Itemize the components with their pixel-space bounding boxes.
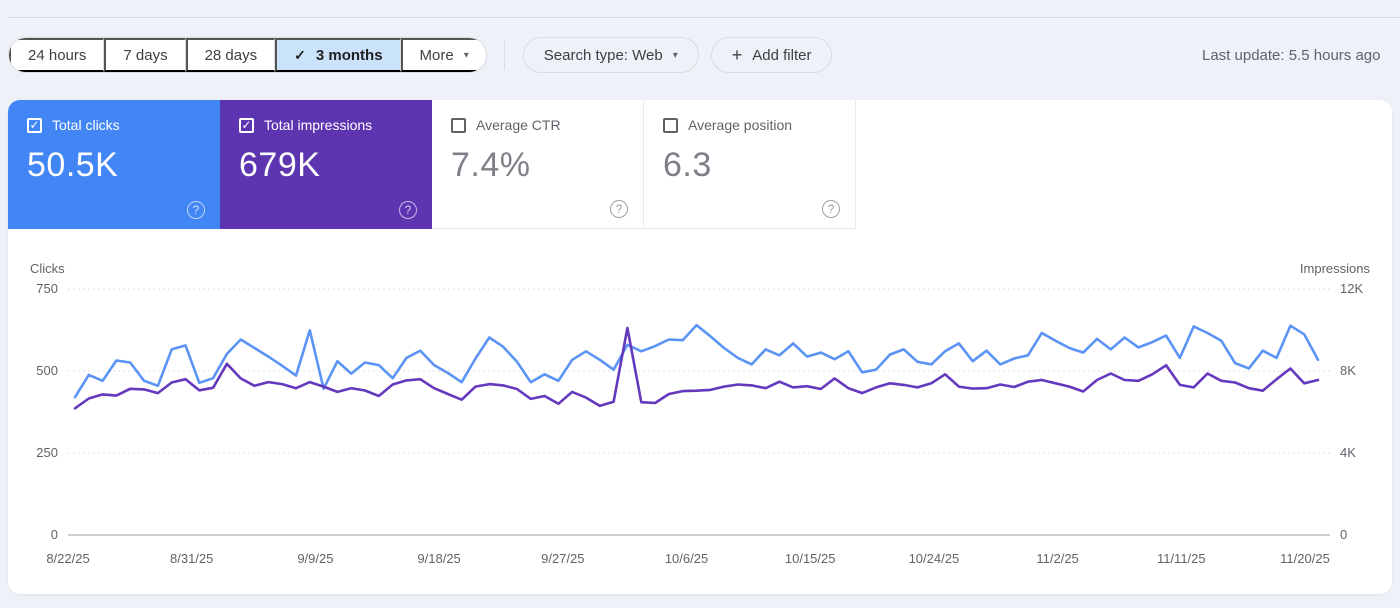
date-range-more-button[interactable]: More ▾	[400, 38, 486, 72]
date-range-7-days[interactable]: ✓ 7 days	[104, 38, 186, 72]
date-range-28-days[interactable]: ✓ 28 days	[185, 38, 276, 72]
metric-card-total-clicks[interactable]: ✓ Total clicks 50.5K ?	[8, 100, 220, 229]
metric-card-value: 7.4%	[451, 146, 531, 184]
metric-card-header: ✓ Average CTR	[451, 117, 624, 133]
metric-card-label: Total clicks	[52, 117, 120, 133]
performance-panel: ✓ Total clicks 50.5K ? ✓ Total impressio…	[8, 100, 1392, 594]
metric-card-header: ✓ Average position	[663, 117, 836, 133]
plus-icon: +	[731, 44, 743, 65]
metric-card-value: 6.3	[663, 146, 712, 184]
metric-card-label: Average CTR	[476, 117, 561, 133]
chevron-down-icon: ▾	[463, 49, 469, 61]
add-filter-button[interactable]: + Add filter	[710, 37, 833, 73]
help-icon[interactable]: ?	[822, 200, 840, 218]
help-icon[interactable]: ?	[399, 201, 417, 219]
chevron-down-icon: ▾	[672, 49, 678, 61]
last-update-text: Last update: 5.5 hours ago	[1202, 47, 1381, 64]
date-range-label: 7 days	[123, 46, 168, 64]
metric-card-value: 50.5K	[27, 146, 119, 184]
filter-toolbar: ✓ 24 hours ✓ 7 days ✓ 28 days ✓ 3 months…	[8, 37, 833, 73]
metric-card-header: ✓ Total clicks	[27, 117, 201, 133]
metric-card-average-position[interactable]: ✓ Average position 6.3 ?	[644, 100, 856, 229]
check-icon: ✓	[294, 46, 306, 63]
metric-card-average-ctr[interactable]: ✓ Average CTR 7.4% ?	[432, 100, 644, 229]
average-position-checkbox[interactable]: ✓	[663, 117, 678, 133]
average-ctr-checkbox[interactable]: ✓	[451, 117, 466, 133]
metric-card-value: 679K	[239, 146, 321, 184]
check-icon: ✓	[29, 118, 40, 132]
more-label: More	[419, 46, 454, 64]
metric-card-total-impressions[interactable]: ✓ Total impressions 679K ?	[220, 100, 432, 229]
help-icon[interactable]: ?	[187, 201, 205, 219]
toolbar-divider	[503, 40, 505, 70]
search-type-label: Search type: Web	[543, 46, 663, 64]
check-icon: ✓	[241, 118, 252, 132]
help-icon[interactable]: ?	[610, 200, 628, 218]
date-range-label: 28 days	[204, 46, 258, 64]
total-clicks-checkbox[interactable]: ✓	[27, 117, 42, 133]
search-type-dropdown[interactable]: Search type: Web ▾	[522, 37, 699, 73]
date-range-group: ✓ 24 hours ✓ 7 days ✓ 28 days ✓ 3 months…	[8, 37, 487, 73]
add-filter-label: Add filter	[752, 46, 812, 64]
metric-cards-strip: ✓ Total clicks 50.5K ? ✓ Total impressio…	[8, 100, 1392, 229]
header-divider	[8, 17, 1400, 18]
total-impressions-checkbox[interactable]: ✓	[239, 117, 254, 133]
date-range-label: 24 hours	[28, 46, 87, 64]
metric-card-header: ✓ Total impressions	[239, 117, 413, 133]
metric-card-label: Total impressions	[264, 117, 373, 133]
metric-card-label: Average position	[688, 117, 793, 133]
date-range-label: 3 months	[315, 46, 383, 64]
date-range-24-hours[interactable]: ✓ 24 hours	[9, 38, 105, 72]
date-range-3-months[interactable]: ✓ 3 months	[275, 38, 401, 72]
